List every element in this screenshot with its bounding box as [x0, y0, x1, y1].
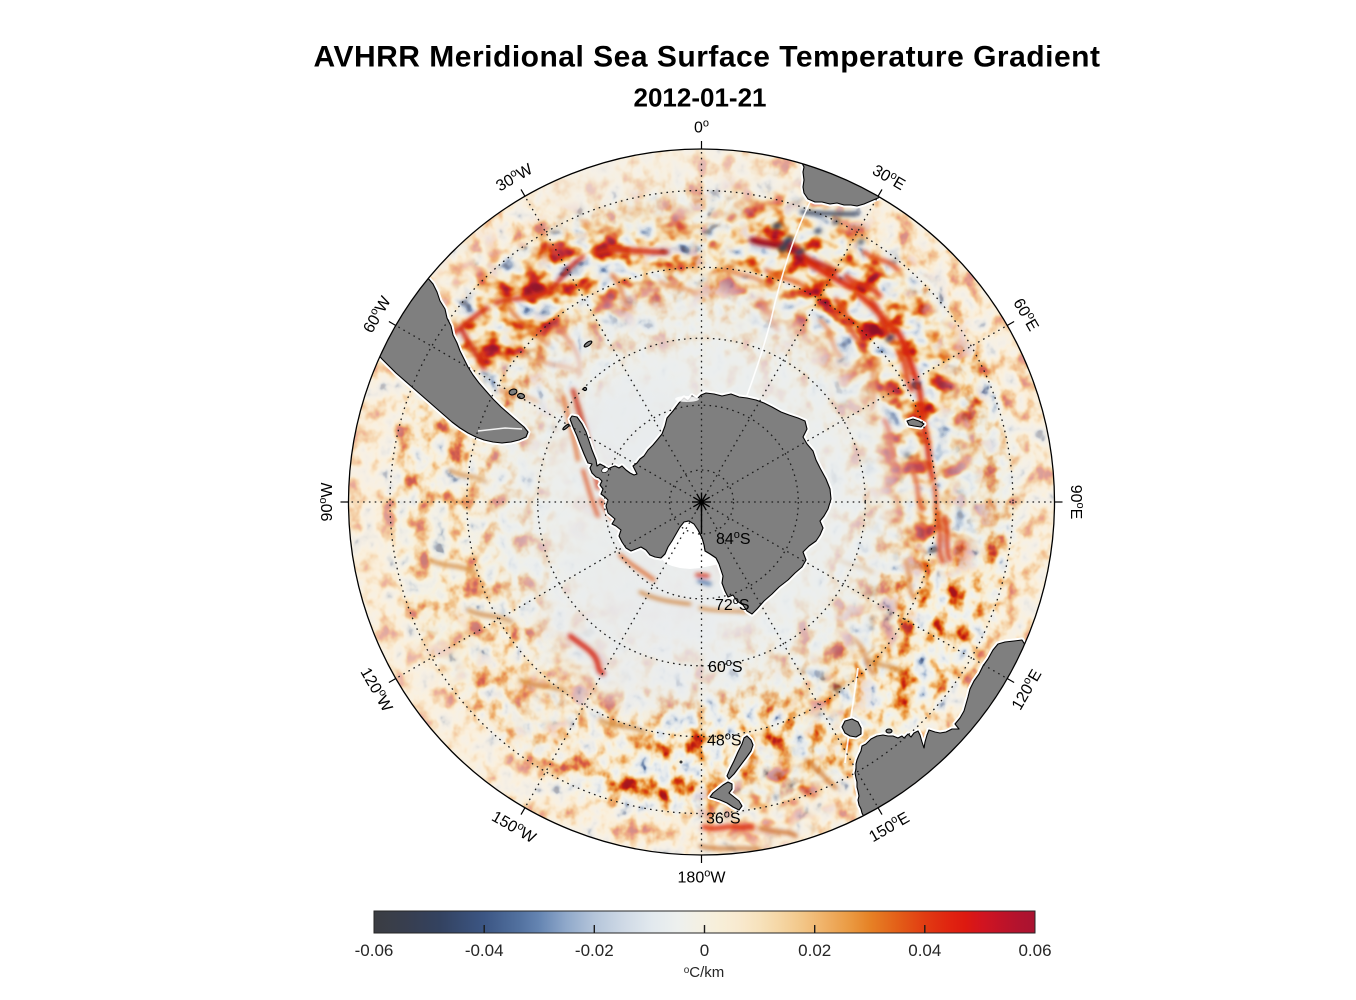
svg-text:48oS: 48oS [707, 731, 742, 750]
svg-text:72oS: 72oS [715, 595, 750, 614]
svg-text:AVHRR Meridional Sea Surface T: AVHRR Meridional Sea Surface Temperature… [314, 41, 1101, 74]
svg-text:90oE: 90oE [1067, 485, 1086, 520]
svg-text:0.02: 0.02 [798, 941, 831, 960]
svg-text:oC/km: oC/km [684, 964, 725, 981]
svg-text:180oW: 180oW [678, 868, 727, 887]
svg-text:90oW: 90oW [317, 482, 336, 522]
svg-text:0.06: 0.06 [1018, 941, 1051, 960]
svg-text:2012-01-21: 2012-01-21 [634, 83, 767, 113]
svg-text:-0.06: -0.06 [355, 941, 394, 960]
svg-text:60oS: 60oS [708, 657, 743, 676]
svg-text:36oS: 36oS [706, 809, 741, 828]
svg-text:0.04: 0.04 [908, 941, 941, 960]
svg-text:-0.02: -0.02 [575, 941, 614, 960]
svg-text:-0.04: -0.04 [465, 941, 504, 960]
svg-text:0: 0 [700, 941, 709, 960]
svg-text:84oS: 84oS [716, 529, 751, 548]
